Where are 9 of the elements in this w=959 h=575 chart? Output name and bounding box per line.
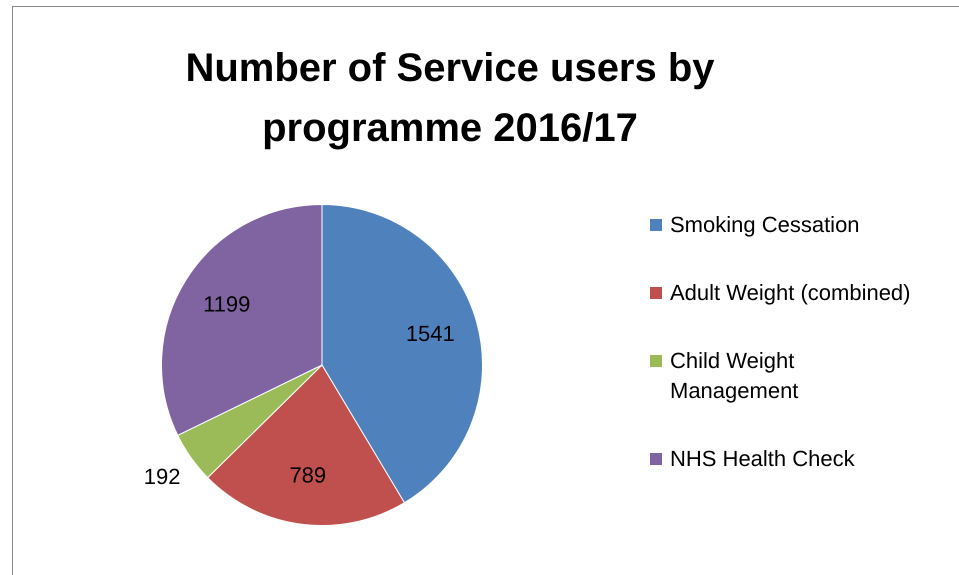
chart-title: Number of Service users by programme 2016/17 <box>184 45 716 152</box>
data-label: 192 <box>144 464 181 490</box>
legend-label: NHS Health Check <box>670 445 855 473</box>
legend-label: Smoking Cessation <box>670 211 860 239</box>
legend-label: Child Weight Management <box>670 347 800 405</box>
data-label: 1199 <box>203 292 250 317</box>
data-label: 1541 <box>406 321 455 346</box>
data-label: 789 <box>289 462 326 488</box>
legend-label: Adult Weight (combined) <box>670 279 910 307</box>
